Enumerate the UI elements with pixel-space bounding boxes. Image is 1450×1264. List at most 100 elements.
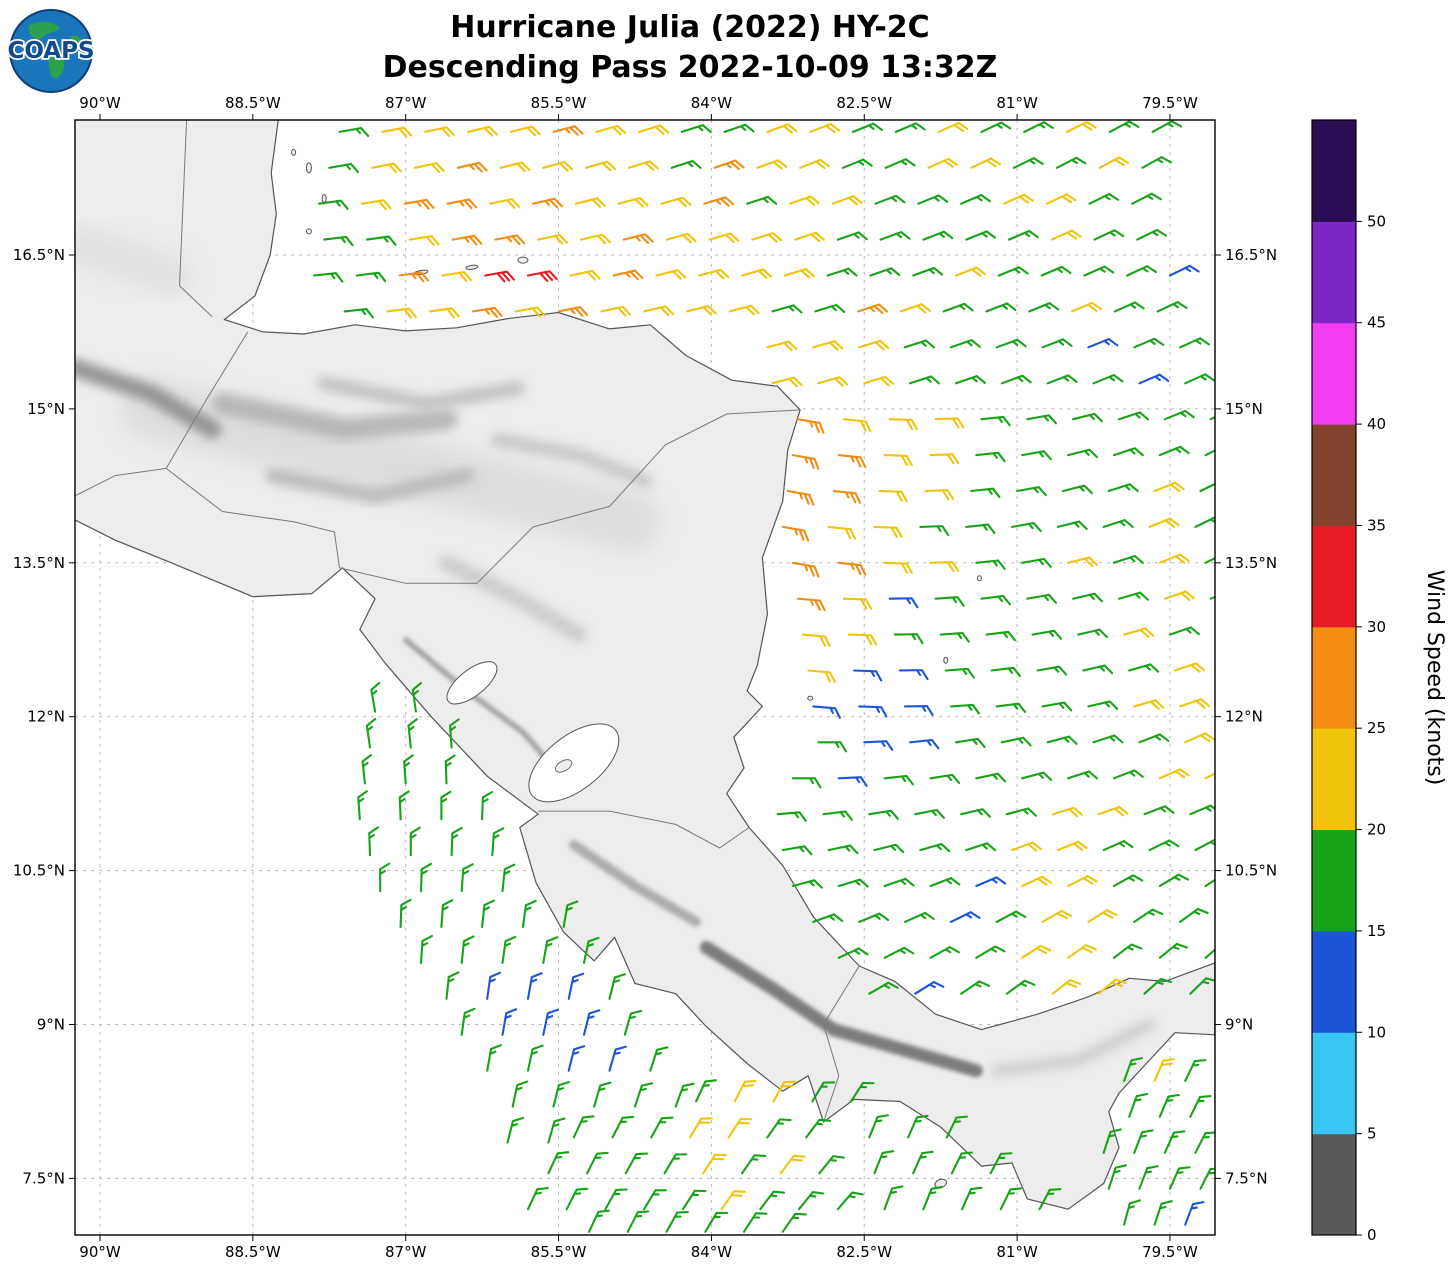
wind-barb — [1107, 483, 1139, 493]
island — [321, 194, 327, 204]
wind-barb — [501, 935, 517, 964]
wind-barb — [812, 340, 844, 351]
wind-barb — [1184, 373, 1215, 385]
wind-barb — [567, 1045, 586, 1072]
colorbar-tick-label: 20 — [1367, 821, 1386, 839]
wind-barb — [781, 525, 810, 542]
wind-barb — [633, 1082, 654, 1108]
wind-barb — [1113, 301, 1145, 313]
wind-barb — [486, 1044, 502, 1072]
wind-barb — [343, 308, 374, 319]
x-tick-label-top: 82.5°W — [836, 94, 892, 112]
wind-barb — [484, 270, 515, 283]
wind-barb — [440, 790, 452, 821]
wind-barb — [980, 594, 1011, 606]
wind-barb — [702, 1153, 727, 1175]
wind-barb — [403, 198, 435, 210]
wind-barb — [929, 560, 960, 573]
wind-barb — [827, 844, 859, 855]
x-tick-label-top: 81°W — [996, 94, 1038, 112]
wind-barb — [1133, 908, 1164, 923]
colorbar-tick-label: 15 — [1367, 922, 1386, 940]
wind-barb — [1173, 662, 1205, 673]
wind-barb — [449, 718, 460, 749]
wind-barb — [542, 1008, 559, 1036]
wind-barb — [1133, 699, 1165, 710]
wind-barb — [1005, 979, 1036, 995]
wind-barb — [1179, 907, 1209, 923]
wind-barb — [799, 158, 831, 170]
wind-barb — [379, 862, 391, 893]
colorbar-title: Wind Speed (knots) — [1422, 570, 1447, 786]
wind-barb — [851, 122, 883, 133]
wind-barb — [788, 195, 820, 206]
wind-barb — [1117, 411, 1149, 421]
wind-barb — [836, 1191, 864, 1211]
wind-barb — [837, 776, 868, 787]
wind-barb — [842, 418, 872, 433]
x-tick-label-bottom: 79.5°W — [1142, 1243, 1198, 1261]
wind-barb — [365, 717, 377, 749]
wind-barb — [934, 417, 965, 429]
wind-barbs-layer — [312, 120, 1215, 1233]
wind-barb — [924, 489, 955, 501]
wind-barb — [680, 124, 712, 134]
wind-barb — [408, 235, 440, 246]
wind-barb — [1087, 700, 1119, 711]
y-tick-label-left: 7.5°N — [22, 1169, 65, 1187]
wind-barb — [593, 1081, 612, 1108]
wind-barb — [703, 196, 735, 207]
wind-barb — [586, 1151, 609, 1175]
x-tick-label-top: 85.5°W — [531, 94, 587, 112]
wind-barb — [1071, 301, 1102, 313]
wind-barb — [663, 1153, 688, 1175]
wind-barb — [688, 1117, 713, 1139]
wind-barb — [960, 980, 990, 995]
wind-barb — [440, 899, 454, 929]
wind-barb — [1056, 840, 1088, 852]
wind-barb — [903, 339, 935, 349]
terrain-shading — [75, 224, 1156, 1078]
coaps-logo: COAPS — [8, 9, 94, 93]
wind-barb — [883, 774, 914, 786]
wind-barb — [937, 121, 969, 133]
wind-barb — [927, 157, 959, 169]
wind-barb — [569, 269, 601, 281]
wind-barb — [1016, 486, 1047, 497]
wind-barb — [766, 1118, 792, 1139]
wind-barb — [766, 340, 798, 352]
wind-barb — [1138, 733, 1170, 744]
island — [976, 575, 982, 582]
x-tick-label-top: 88.5°W — [225, 94, 281, 112]
wind-barb — [771, 304, 803, 314]
wind-barb — [409, 826, 421, 857]
wind-barb — [857, 303, 889, 314]
wind-barb — [713, 159, 745, 170]
x-tick-label-bottom: 84°W — [691, 1243, 733, 1261]
wind-barb — [791, 561, 820, 578]
wind-barb — [655, 269, 687, 280]
wind-barb — [817, 741, 847, 753]
chart-subtitle: Descending Pass 2022-10-09 13:32Z — [382, 50, 998, 85]
terrain-ridge — [990, 1018, 1156, 1077]
wind-barb — [1194, 516, 1215, 528]
wind-barb — [407, 718, 418, 749]
wind-barb — [588, 1209, 610, 1233]
wind-barb — [914, 808, 945, 819]
x-tick-label-top: 79.5°W — [1142, 94, 1198, 112]
wind-barb — [1067, 874, 1098, 888]
wind-barb — [685, 305, 717, 316]
wind-barb — [1093, 229, 1125, 241]
wind-barb — [1046, 374, 1078, 385]
country-border — [178, 120, 213, 317]
wind-barb — [903, 704, 934, 716]
wind-barb — [514, 306, 546, 318]
colorbar-segment — [1312, 829, 1356, 932]
terrain-ridge — [265, 467, 475, 505]
wind-barb — [398, 271, 430, 283]
wind-barb — [786, 489, 815, 506]
wind-barb — [1021, 944, 1052, 959]
wind-barb — [883, 877, 915, 888]
island — [943, 656, 949, 664]
wind-barb — [460, 1007, 476, 1036]
